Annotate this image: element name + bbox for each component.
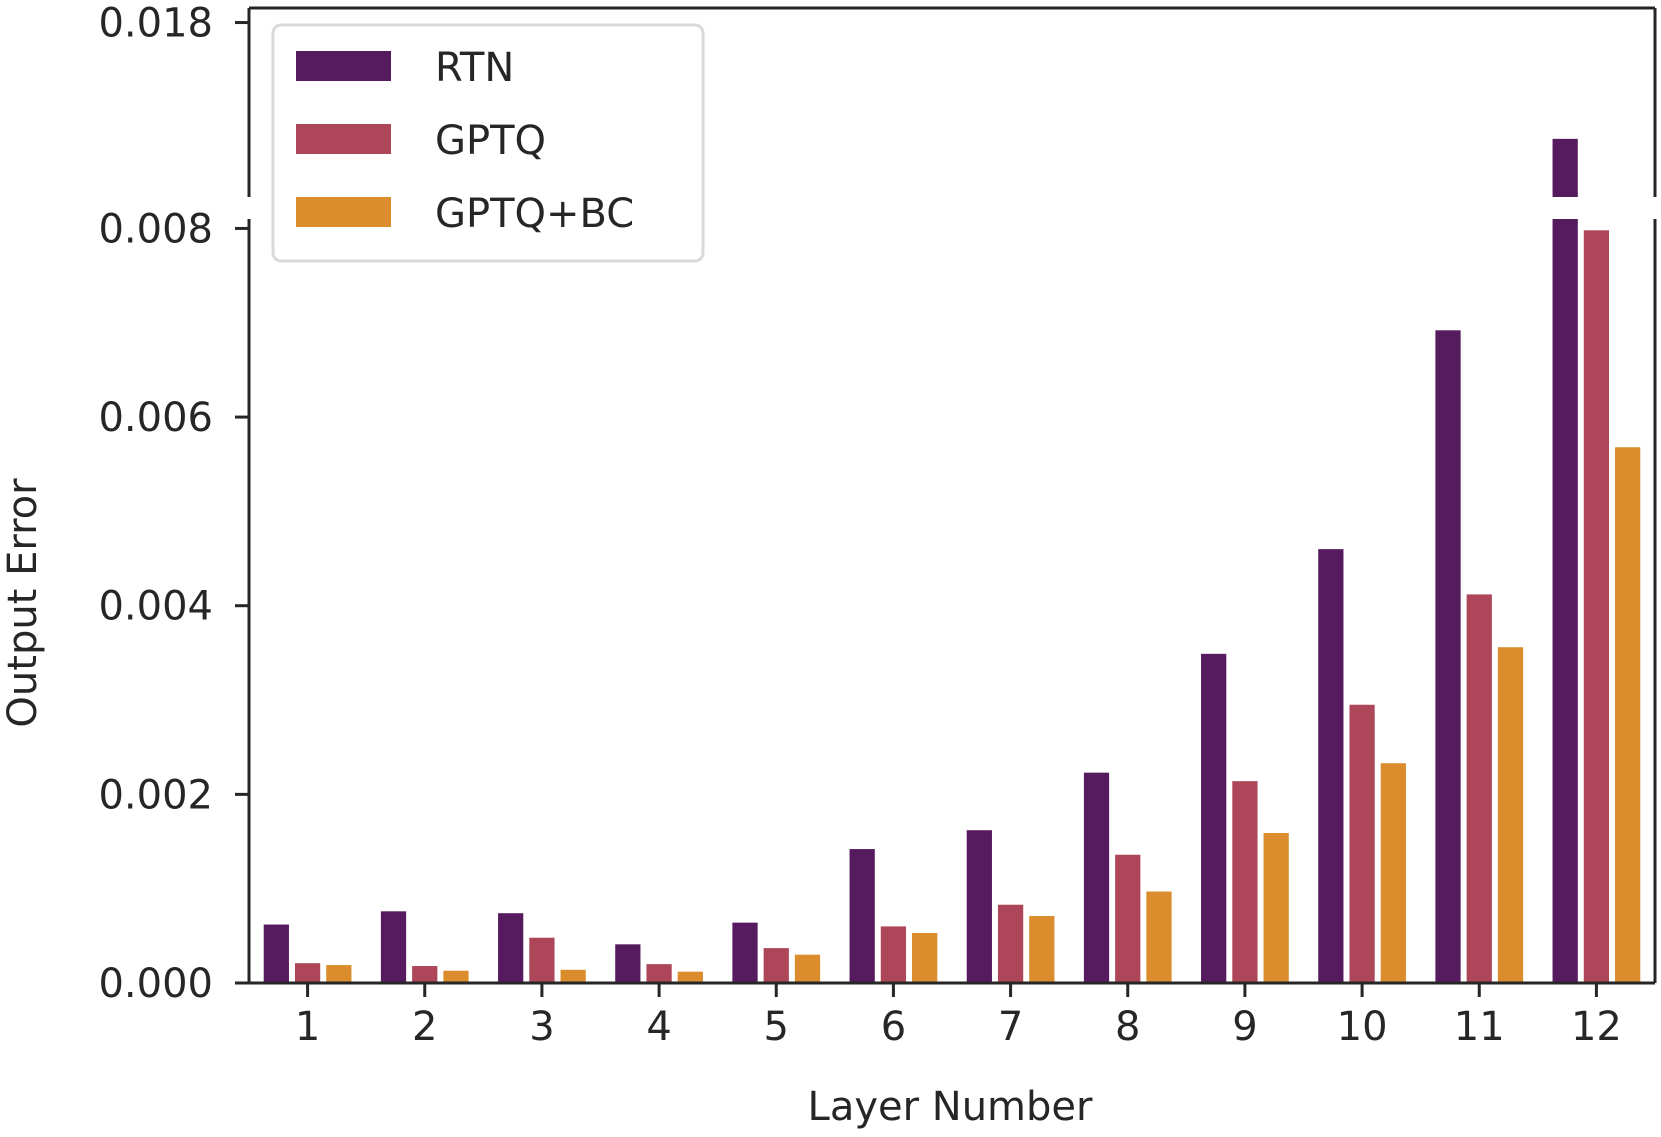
bar-rtn-layer-6 xyxy=(849,849,875,983)
bar-rtn-layer-3 xyxy=(498,913,524,983)
x-tick-label: 4 xyxy=(646,1004,671,1050)
bar-rtn-layer-7 xyxy=(966,830,992,983)
bar-gptq-layer-2 xyxy=(412,966,438,983)
bar-rtn-layer-2 xyxy=(380,911,407,983)
bar-gptq-bc-layer-4 xyxy=(677,971,703,983)
y-tick-label: 0.004 xyxy=(98,584,213,630)
bar-gptq-bc-layer-5 xyxy=(794,954,821,983)
bar-gptq-layer-9 xyxy=(1232,781,1258,983)
legend-label-gptq-bc: GPTQ+BC xyxy=(435,191,634,237)
bar-rtn-layer-10 xyxy=(1318,549,1344,983)
legend-swatch-rtn xyxy=(296,51,391,81)
y-tick-label: 0.006 xyxy=(98,395,213,441)
x-tick-label: 12 xyxy=(1571,1004,1622,1050)
bar-gptq-layer-7 xyxy=(997,904,1024,983)
bar-upper-rtn-layer-12 xyxy=(1552,138,1578,197)
bar-gptq-bc-layer-3 xyxy=(560,969,586,983)
bar-gptq-bc-layer-12 xyxy=(1615,447,1641,983)
bar-gptq-bc-layer-10 xyxy=(1380,763,1406,983)
legend: RTN GPTQ GPTQ+BC xyxy=(271,23,705,263)
bar-gptq-layer-12 xyxy=(1583,230,1610,984)
bar-rtn-layer-9 xyxy=(1201,653,1227,983)
bar-gptq-layer-5 xyxy=(763,948,789,983)
legend-swatch-gptq xyxy=(296,124,391,154)
bar-gptq-bc-layer-11 xyxy=(1497,647,1524,983)
bar-rtn-layer-5 xyxy=(732,922,758,983)
x-tick-label: 7 xyxy=(998,1004,1023,1050)
bar-rtn-layer-11 xyxy=(1435,330,1461,983)
x-axis-label: Layer Number xyxy=(808,1084,1093,1130)
bar-rtn-layer-8 xyxy=(1083,772,1110,983)
x-tick-label: 1 xyxy=(295,1004,320,1050)
bar-gptq-layer-1 xyxy=(294,963,321,983)
bar-gptq-bc-layer-8 xyxy=(1146,891,1172,983)
bar-rtn-layer-4 xyxy=(615,944,641,983)
bar-gptq-layer-8 xyxy=(1115,854,1141,983)
bar-gptq-layer-3 xyxy=(529,937,555,983)
legend-swatch-gptq-bc xyxy=(296,197,391,227)
y-tick-label: 0.018 xyxy=(98,1,213,47)
bar-rtn-layer-12 xyxy=(1552,219,1578,983)
bar-gptq-layer-4 xyxy=(646,964,672,983)
x-tick-label: 11 xyxy=(1454,1004,1505,1050)
x-tick-label: 3 xyxy=(529,1004,554,1050)
x-tick-label: 5 xyxy=(764,1004,789,1050)
x-tick-label: 6 xyxy=(881,1004,906,1050)
y-ticks-group: 0.000 0.002 0.004 0.006 0.008 0.018 xyxy=(98,1,249,1007)
bar-gptq-bc-layer-1 xyxy=(326,965,352,983)
y-tick-label: 0.000 xyxy=(98,961,213,1007)
axes-group xyxy=(247,6,1657,985)
bar-gptq-bc-layer-2 xyxy=(443,970,469,983)
bar-rtn-layer-1 xyxy=(263,924,289,983)
x-tick-label: 9 xyxy=(1232,1004,1257,1050)
bars-group xyxy=(263,138,1641,984)
x-tick-label: 2 xyxy=(412,1004,437,1050)
legend-label-rtn: RTN xyxy=(435,45,514,91)
x-tick-label: 10 xyxy=(1337,1004,1388,1050)
bar-gptq-layer-10 xyxy=(1349,704,1375,983)
bar-gptq-layer-6 xyxy=(880,926,907,983)
y-tick-label: 0.008 xyxy=(98,206,213,252)
bar-gptq-bc-layer-9 xyxy=(1263,833,1289,983)
bar-gptq-bc-layer-7 xyxy=(1029,916,1055,983)
bar-gptq-bc-layer-6 xyxy=(912,933,938,983)
bar-gptq-layer-11 xyxy=(1466,594,1492,983)
y-axis-label: Output Error xyxy=(0,478,46,728)
x-ticks-group: 1 2 3 4 5 6 7 8 9 10 11 12 xyxy=(295,983,1622,1050)
y-tick-label: 0.002 xyxy=(98,772,213,818)
legend-label-gptq: GPTQ xyxy=(435,118,546,164)
x-tick-label: 8 xyxy=(1115,1004,1140,1050)
